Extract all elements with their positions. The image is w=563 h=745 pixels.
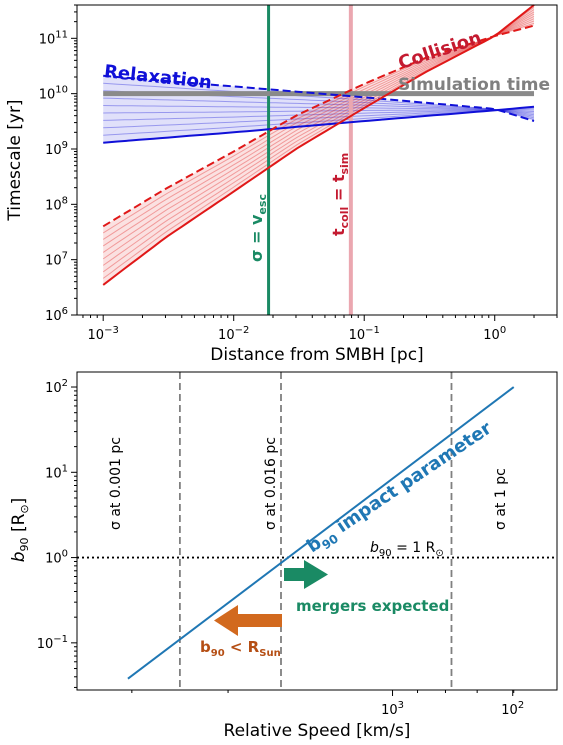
top-y-tick-label: 107 [45,251,68,269]
tcoll-tsim-label: tcoll = tsim [329,153,351,236]
bottom-y-tick-label: 102 [45,378,68,396]
bottom-y-tick-label: 10−1 [37,634,68,652]
top-x-tick-label: 10−3 [88,325,119,343]
bottom-plot-frame [76,371,558,691]
collision-band-hatch [102,9,535,273]
relaxation-band-hatch [103,105,535,116]
bottom-x-tick-label: 103 [381,700,404,718]
relaxation-dashed-line [103,74,535,122]
b90-impact-line [127,386,515,680]
collision-band-hatch [102,13,535,260]
sigma-0016-label: σ at 0.016 pc [263,437,279,530]
top-y-tick-label: 106 [45,306,68,324]
bottom-x-tick-label: 102 [501,700,524,718]
bottom-y-axis-title: b90 [R⊙] [9,498,31,563]
mergers-arrow [284,560,328,589]
bottom-x-axis-title: Relative Speed [km/s] [224,721,411,741]
bottom-ticks: 103 102 10−1 100 101 102 [37,378,524,718]
top-x-tick-label: 100 [483,325,506,343]
sigma-1-label: σ at 1 pc [493,468,509,530]
bottom-series-lines [77,372,557,690]
relaxation-solid-line [103,105,535,144]
top-y-tick-label: 1011 [39,29,68,47]
top-plot-area [77,5,557,315]
top-x-axis-title: Distance from SMBH [pc] [210,345,423,365]
bottom-y-tick-label: 101 [45,463,68,481]
impact-parameter-chart: 103 102 10−1 100 101 102 σ at 0.001 pc σ at 0… [9,371,558,741]
top-y-tick-label: 108 [45,195,68,213]
sigma-0001-label: σ at 0.001 pc [108,437,124,530]
mergers-expected-label: mergers expected [296,597,449,615]
collision-band-hatch [102,15,535,253]
b90-less-arrow [214,605,282,636]
b90-equals-label: b90 = 1 R⊙ [370,540,444,559]
mergers-arrow-shaft [284,568,304,581]
b90-less-arrow-head [214,605,238,636]
bottom-plot-area [77,372,557,690]
collision-band-hatch [102,20,535,240]
b90-less-rsun-label: b90 < RSun [200,638,281,659]
top-ticks: 10−3 10−2 10−1 100 106 107 108 109 1010 1011 [39,4,558,343]
sigma-vesc-label: σ = vesc [247,194,269,262]
top-y-axis-title: Timescale [yr] [5,99,25,221]
top-x-tick-label: 10−2 [218,325,249,343]
relaxation-band-hatch [103,109,534,129]
simulation-time-label: Simulation time [398,75,550,95]
top-series-lines [102,4,535,315]
top-y-tick-label: 109 [45,140,68,158]
top-x-tick-label: 10−1 [349,325,380,343]
top-plot-frame [76,4,558,316]
collision-solid-line [102,4,535,286]
top-y-tick-label: 1010 [39,85,68,103]
relaxation-band-hatch [103,109,535,114]
bottom-y-tick-label: 100 [45,549,68,567]
mergers-arrow-head [304,560,328,589]
b90-less-arrow-shaft [238,614,282,627]
collision-band-hatch [102,18,535,247]
collision-dashed-line [102,24,535,228]
relaxation-band-hatch [103,109,535,121]
